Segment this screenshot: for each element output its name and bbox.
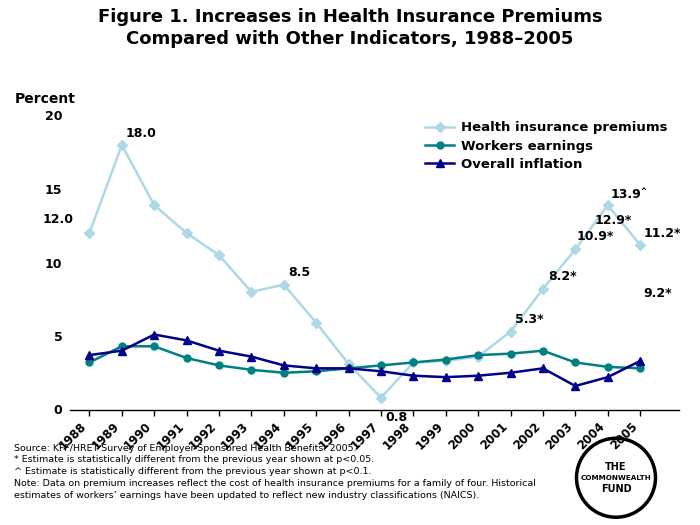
Text: 0.8: 0.8 (386, 411, 408, 424)
Text: 11.2*: 11.2* (643, 227, 681, 240)
Text: THE: THE (606, 462, 626, 472)
Text: Percent: Percent (15, 92, 76, 106)
Text: FUND: FUND (601, 484, 631, 494)
Text: COMMONWEALTH: COMMONWEALTH (580, 475, 652, 481)
Text: 13.9ˆ: 13.9ˆ (611, 188, 648, 201)
Text: 5.3*: 5.3* (515, 313, 544, 326)
Text: 9.2*: 9.2* (643, 288, 672, 300)
Text: Figure 1. Increases in Health Insurance Premiums
Compared with Other Indicators,: Figure 1. Increases in Health Insurance … (98, 8, 602, 48)
Text: 12.0: 12.0 (42, 213, 74, 226)
Text: 18.0: 18.0 (125, 128, 156, 141)
Text: 10.9*: 10.9* (577, 230, 615, 244)
Text: Source: KFF/HRET Survey of Employer-Sponsored Health Benefits: 2005.
* Estimate : Source: KFF/HRET Survey of Employer-Spon… (14, 444, 536, 500)
Text: 8.2*: 8.2* (548, 270, 576, 283)
Text: 8.5: 8.5 (288, 266, 311, 279)
Legend: Health insurance premiums, Workers earnings, Overall inflation: Health insurance premiums, Workers earni… (420, 116, 673, 176)
Text: 12.9*: 12.9* (595, 214, 632, 227)
